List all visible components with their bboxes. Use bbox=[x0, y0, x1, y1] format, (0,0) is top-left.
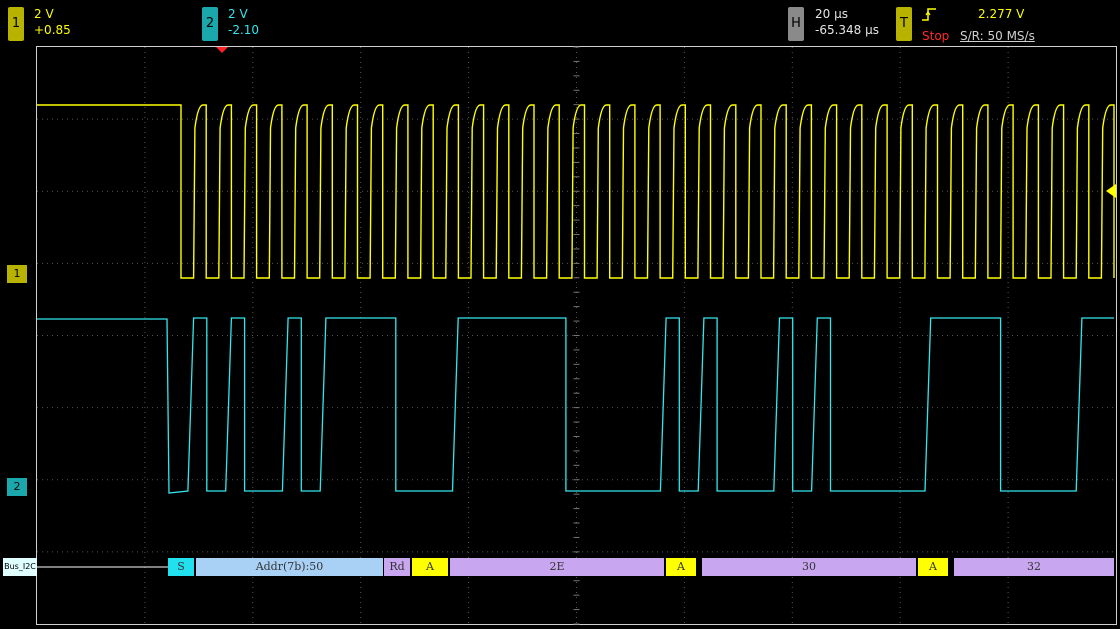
channel-2-marker[interactable]: 2 bbox=[7, 478, 27, 496]
bus-segment-address[interactable]: Addr(7b):50 bbox=[196, 558, 383, 576]
sample-rate[interactable]: S/R: 50 MS/s bbox=[960, 29, 1035, 43]
channel-2-offset: -2.10 bbox=[228, 23, 260, 37]
bus-segment-data[interactable]: 32 bbox=[954, 558, 1114, 576]
horizontal-badge[interactable]: H bbox=[788, 7, 804, 41]
channel-2-settings[interactable]: 2 V -2.10 bbox=[228, 6, 259, 38]
bus-segment-data[interactable]: 2E bbox=[450, 558, 664, 576]
status-bar: 1 2 V +0.85 2 2 V -2.10 H 20 µs -65.348 … bbox=[0, 0, 1120, 46]
rising-edge-icon bbox=[922, 8, 936, 21]
bus-segment-data[interactable]: 30 bbox=[702, 558, 916, 576]
trigger-position-marker bbox=[216, 47, 228, 53]
acquisition-state[interactable]: Stop bbox=[922, 29, 950, 43]
channel-2-scale: 2 V bbox=[228, 7, 248, 21]
bus-segment-ack[interactable]: A bbox=[666, 558, 696, 576]
trigger-badge[interactable]: T bbox=[896, 7, 912, 41]
channel-2-badge[interactable]: 2 bbox=[202, 7, 218, 41]
bus-label[interactable]: Bus_I2C bbox=[3, 558, 37, 576]
delay-value: -65.348 µs bbox=[815, 23, 880, 37]
channel-1-badge[interactable]: 1 bbox=[8, 7, 24, 41]
channel-1-settings[interactable]: 2 V +0.85 bbox=[34, 6, 71, 38]
timebase-value: 20 µs bbox=[815, 7, 848, 21]
channel-1-offset: +0.85 bbox=[34, 23, 71, 37]
bus-segment-rw[interactable]: Rd bbox=[384, 558, 410, 576]
bus-segment-start[interactable]: S bbox=[168, 558, 194, 576]
trigger-level[interactable]: 2.277 V bbox=[978, 7, 1025, 21]
bus-segment-ack[interactable]: A bbox=[918, 558, 948, 576]
channel-1-trace bbox=[37, 104, 1115, 279]
horizontal-settings[interactable]: 20 µs -65.348 µs bbox=[815, 6, 879, 38]
channel-1-marker[interactable]: 1 bbox=[7, 265, 27, 283]
channel-2-trace bbox=[37, 317, 1114, 494]
bus-segment-ack[interactable]: A bbox=[412, 558, 448, 576]
channel-1-scale: 2 V bbox=[34, 7, 54, 21]
